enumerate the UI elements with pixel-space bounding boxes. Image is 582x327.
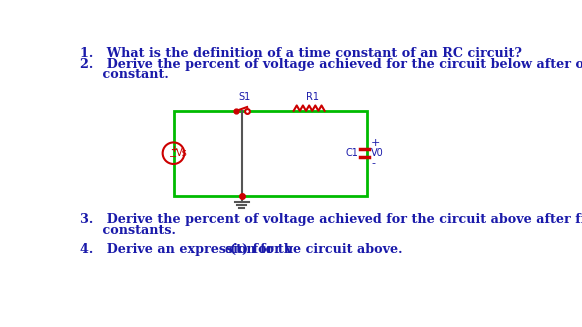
Text: 4.   Derive an expression for v: 4. Derive an expression for v: [80, 243, 293, 256]
Text: V0: V0: [371, 148, 384, 158]
Text: 0: 0: [225, 246, 232, 255]
Bar: [173, 111, 367, 196]
Text: +: +: [371, 138, 381, 148]
Text: (t) for the circuit above.: (t) for the circuit above.: [230, 243, 403, 256]
Text: −: −: [169, 152, 178, 162]
Text: constant.: constant.: [80, 68, 169, 81]
Text: 3.   Derive the percent of voltage achieved for the circuit above after five tim: 3. Derive the percent of voltage achieve…: [80, 213, 582, 226]
Text: Vs: Vs: [176, 148, 187, 158]
Text: 2.   Derive the percent of voltage achieved for the circuit below after one time: 2. Derive the percent of voltage achieve…: [80, 58, 582, 71]
Text: 1.   What is the definition of a time constant of an RC circuit?: 1. What is the definition of a time cons…: [80, 47, 523, 60]
Text: C1: C1: [345, 148, 358, 158]
Text: constants.: constants.: [80, 224, 176, 237]
Text: S1: S1: [239, 93, 251, 102]
Text: -: -: [371, 158, 375, 168]
Text: R1: R1: [306, 93, 319, 102]
Text: +: +: [170, 145, 177, 154]
